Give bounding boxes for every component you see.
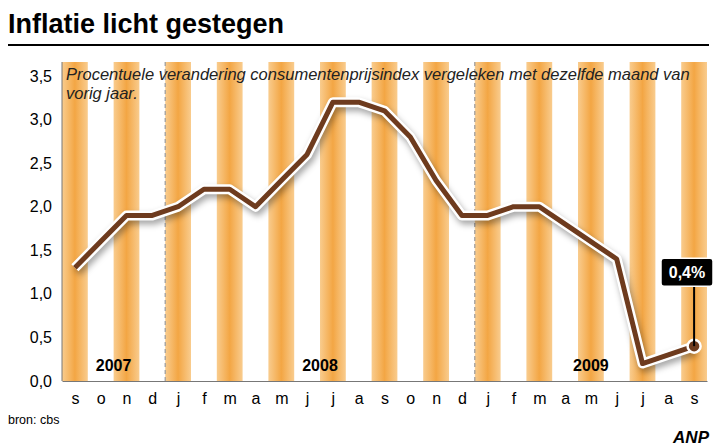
x-tick-label: s: [381, 390, 389, 407]
y-tick: 1,0: [30, 285, 62, 302]
x-tick: o: [97, 381, 106, 407]
stripe: [62, 62, 88, 381]
title-rule: [8, 44, 709, 46]
y-tick: 2,5: [30, 155, 62, 172]
y-tick-label: 1,0: [30, 285, 52, 302]
x-tick: m: [224, 381, 237, 407]
y-tick: 3,0: [30, 111, 62, 128]
x-tick: j: [640, 381, 645, 407]
source: bron: cbs: [8, 413, 59, 427]
x-tick: o: [406, 381, 415, 407]
annotation-pointer: [693, 286, 695, 346]
line-outline: [75, 102, 694, 363]
x-tick: s: [691, 381, 699, 407]
marks: [75, 102, 701, 367]
y-axis-line: [62, 62, 63, 381]
x-tick: j: [305, 381, 310, 407]
x-tick: f: [202, 381, 207, 407]
title: Inflatie licht gestegen: [8, 9, 284, 39]
year-divider: [165, 62, 166, 381]
x-tick-label: s: [71, 390, 79, 407]
x-tick: d: [148, 381, 157, 407]
stripe: [578, 62, 604, 381]
x-tick-label: d: [148, 390, 157, 407]
x-axis: sondjfmamjjasondjfmamjjas: [63, 381, 708, 407]
year-label: 2009: [573, 357, 609, 374]
x-tick-label: j: [305, 390, 310, 407]
y-tick-label: 0,5: [30, 329, 52, 346]
y-tick-label: 0,0: [30, 373, 52, 390]
x-tick: d: [458, 381, 467, 407]
x-tick: s: [381, 381, 389, 407]
y-tick: 2,0: [30, 198, 62, 215]
chart: Inflatie licht gestegen 2007 2008 2009 Proce…: [0, 0, 717, 448]
x-tick: m: [275, 381, 288, 407]
x-tick: a: [355, 381, 364, 407]
stripe: [526, 62, 552, 381]
x-tick: m: [585, 381, 598, 407]
x-tick-label: a: [664, 390, 673, 407]
y-tick: 0,0: [30, 373, 62, 390]
x-tick-label: a: [561, 390, 570, 407]
x-tick: j: [614, 381, 619, 407]
y-tick: 3,5: [30, 68, 62, 85]
x-tick: a: [252, 381, 261, 407]
x-tick-label: a: [252, 390, 261, 407]
x-tick-label: m: [224, 390, 237, 407]
data-label: 0,4%: [669, 264, 705, 281]
stripe: [423, 62, 449, 381]
x-axis-line: [63, 381, 708, 382]
x-tick-label: s: [691, 390, 699, 407]
x-tick-label: f: [512, 390, 517, 407]
line-shadow: [77, 106, 696, 367]
y-tick: 1,5: [30, 242, 62, 259]
x-tick: n: [123, 381, 132, 407]
stripe: [217, 62, 243, 381]
x-tick: j: [331, 381, 336, 407]
line: [75, 102, 694, 363]
x-tick-label: f: [202, 390, 207, 407]
y-tick-label: 3,5: [30, 68, 52, 85]
stripes: [62, 62, 707, 381]
stripe: [268, 62, 294, 381]
x-tick-label: a: [355, 390, 364, 407]
x-tick-label: j: [176, 390, 181, 407]
y-tick-label: 1,5: [30, 242, 52, 259]
y-tick: 0,5: [30, 329, 62, 346]
year-label: 2008: [302, 357, 338, 374]
y-axis: 0,0 0,5 1,0 1,5 2,0 2,5 3,0 3,5: [30, 62, 62, 390]
credit: ANP: [672, 428, 710, 447]
x-tick: f: [512, 381, 517, 407]
x-tick-label: j: [331, 390, 336, 407]
x-tick: j: [485, 381, 490, 407]
subtitle: Procentuele verandering consumentenprijs…: [66, 65, 690, 102]
stripe: [681, 62, 707, 381]
x-tick-label: j: [640, 390, 645, 407]
x-tick-label: m: [533, 390, 546, 407]
x-tick: s: [71, 381, 79, 407]
x-tick-label: j: [485, 390, 490, 407]
x-tick-label: n: [123, 390, 132, 407]
y-tick-label: 2,0: [30, 198, 52, 215]
x-tick-label: j: [614, 390, 619, 407]
x-tick: a: [561, 381, 570, 407]
x-tick-label: o: [97, 390, 106, 407]
stripe: [165, 62, 191, 381]
x-tick: m: [533, 381, 546, 407]
x-tick: a: [664, 381, 673, 407]
x-tick: j: [176, 381, 181, 407]
x-tick: n: [432, 381, 441, 407]
x-tick-label: n: [432, 390, 441, 407]
y-tick-label: 2,5: [30, 155, 52, 172]
x-tick-label: o: [406, 390, 415, 407]
y-tick-label: 3,0: [30, 111, 52, 128]
x-tick-label: m: [585, 390, 598, 407]
x-tick-label: m: [275, 390, 288, 407]
annotation-box: [661, 258, 713, 286]
x-tick-label: d: [458, 390, 467, 407]
year-label: 2007: [96, 357, 132, 374]
